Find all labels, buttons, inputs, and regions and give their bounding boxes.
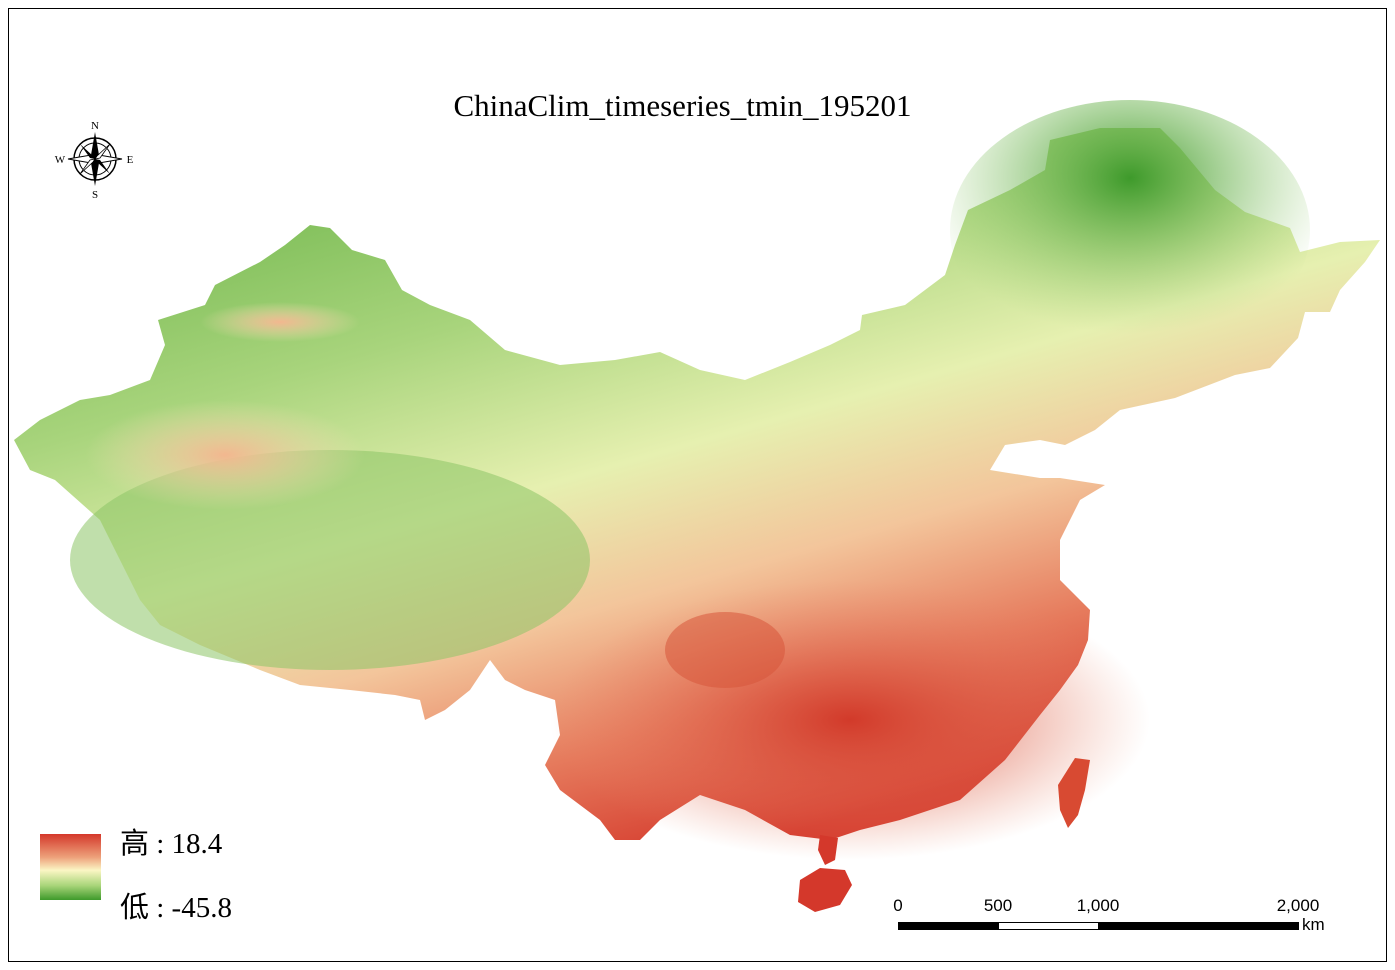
scale-segment-2 — [998, 922, 1099, 930]
compass-rose-icon: N S W E — [55, 120, 134, 201]
compass-south-label: S — [92, 189, 98, 201]
compass-east-label: E — [127, 154, 134, 166]
scale-unit-label: km — [1302, 915, 1325, 934]
map-title: ChinaClim_timeseries_tmin_195201 — [453, 88, 912, 123]
compass-west-label: W — [55, 154, 66, 166]
legend: 高 : 18.4 低 : -45.8 — [40, 828, 300, 924]
dzungaria-basin-zone — [200, 302, 360, 342]
tarim-basin-zone — [85, 400, 365, 510]
northeast-cold-zone — [950, 100, 1310, 360]
taiwan-shape — [1058, 758, 1090, 828]
hainan-shape — [798, 868, 852, 912]
compass-north-label: N — [91, 120, 99, 132]
scale-bar: 0 500 1,000 2,000 km — [890, 895, 1350, 945]
legend-low-label: 低 : -45.8 — [120, 892, 232, 924]
legend-color-ramp — [40, 834, 101, 900]
south-hot-zone — [550, 580, 1150, 860]
scale-segment-1 — [898, 922, 999, 930]
scale-tick-1000: 1,000 — [1076, 896, 1120, 915]
legend-high-label: 高 : 18.4 — [120, 828, 223, 860]
scale-tick-2000: 2,000 — [1276, 896, 1320, 915]
scale-tick-500: 500 — [983, 896, 1013, 915]
scale-tick-0: 0 — [893, 896, 903, 915]
leizhou-shape — [818, 835, 838, 865]
scale-segment-3 — [1098, 922, 1299, 930]
sichuan-basin-zone — [665, 612, 785, 688]
